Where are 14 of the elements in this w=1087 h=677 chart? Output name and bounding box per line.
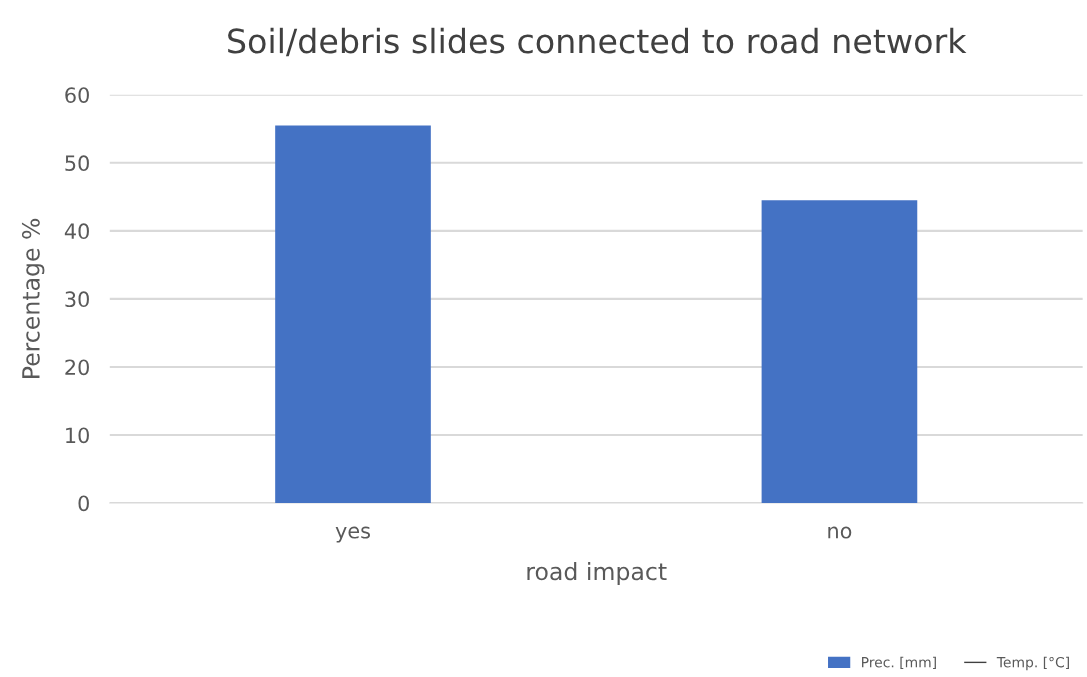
y-tick-label: 10	[66, 427, 89, 444]
y-tick-label: 20	[65, 359, 89, 376]
y-axis-title: Percentage %	[21, 218, 45, 378]
legend-label: Temp. [°C]	[996, 656, 1069, 671]
legend-label: Prec. [mm]	[862, 656, 936, 670]
chart-title: Soil/debris slides connected to road network	[228, 27, 967, 57]
y-tick-label: 60	[65, 87, 89, 103]
y-tick-label: 40	[64, 223, 89, 240]
y-tick-label: 0	[78, 495, 89, 512]
x-tick-label: no	[828, 526, 852, 539]
y-tick-label: 30	[65, 291, 89, 308]
x-axis-title: road impact	[527, 562, 667, 585]
x-tick-label: yes	[335, 526, 370, 543]
y-tick-label: 50	[65, 155, 89, 172]
